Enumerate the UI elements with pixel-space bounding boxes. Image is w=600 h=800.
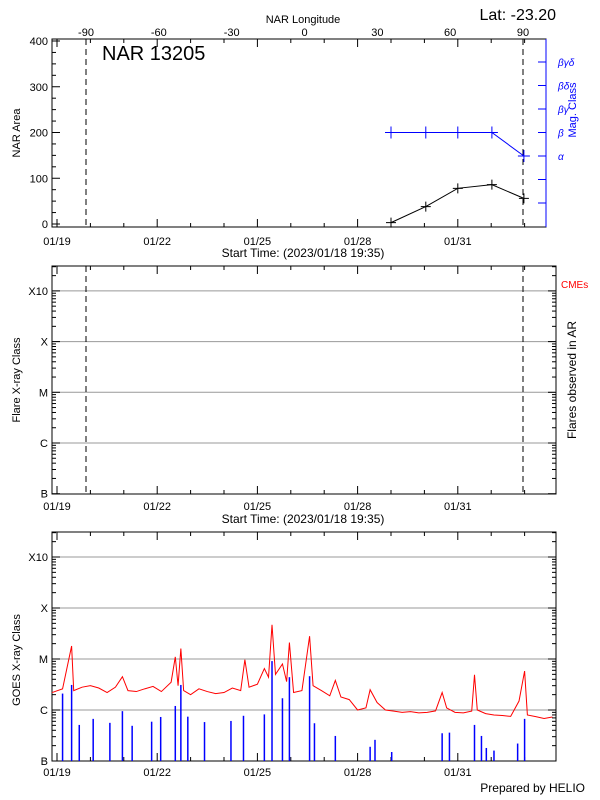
latitude-label: Lat: -23.20 xyxy=(480,7,557,24)
flare-ylabel: Flare X-ray Class xyxy=(11,337,23,422)
mag-class-point xyxy=(451,126,464,139)
y-tick-label: C xyxy=(40,705,48,717)
x-tick-label: 01/25 xyxy=(244,501,272,513)
y-tick-label: X xyxy=(41,603,49,615)
x-tick-label: 01/25 xyxy=(244,236,272,248)
area-point xyxy=(452,183,463,194)
x-tick-label: 01/22 xyxy=(143,236,171,248)
mag-class-point xyxy=(485,126,498,139)
longitude-tick-label: 30 xyxy=(371,27,383,39)
mag-class-point xyxy=(419,126,432,139)
longitude-tick-label: 90 xyxy=(517,27,529,39)
longitude-tick-label: 60 xyxy=(444,27,456,39)
x-tick-label: 01/25 xyxy=(244,767,272,779)
area-point xyxy=(420,201,431,212)
mag-class-point xyxy=(385,126,397,139)
x-tick-label: 01/28 xyxy=(344,501,372,513)
x-tick-label: 01/22 xyxy=(143,501,171,513)
longitude-tick-label: -90 xyxy=(78,27,94,39)
area-point xyxy=(518,193,529,204)
y-tick-label: 200 xyxy=(30,128,48,140)
y-tick-label: M xyxy=(39,654,48,666)
x-tick-label: 01/19 xyxy=(43,236,71,248)
longitude-tick-label: -60 xyxy=(151,27,167,39)
prepared-by-label: Prepared by HELIO xyxy=(480,781,585,795)
area-point xyxy=(386,217,396,228)
mag-class-tick-label: βδ xyxy=(557,82,570,93)
longitude-axis-label: NAR Longitude xyxy=(266,14,341,26)
mag-class-tick-label: β xyxy=(557,129,564,140)
y-tick-label: X10 xyxy=(28,552,48,564)
longitude-tick-label: 0 xyxy=(301,27,307,39)
y-tick-label: B xyxy=(41,756,48,768)
x-tick-label: 01/22 xyxy=(143,767,171,779)
y-tick-label: X10 xyxy=(28,286,48,298)
longitude-ticks: -90 -60 -30 0 30 60 90 xyxy=(78,27,529,39)
y-tick-label: 0 xyxy=(42,219,48,231)
flares-observed-label: Flares observed in AR xyxy=(565,321,579,439)
mag-class-tick-label: βγδ xyxy=(557,58,575,69)
area-ylabel: NAR Area xyxy=(11,108,23,158)
y-tick-label: M xyxy=(39,387,48,399)
x-tick-label: 01/28 xyxy=(344,767,372,779)
y-tick-label: 400 xyxy=(30,36,48,48)
x-tick-label: 01/19 xyxy=(43,501,71,513)
cme-label: CMEs xyxy=(561,280,588,291)
area-point xyxy=(486,179,497,190)
start-time-label: Start Time: (2023/01/18 19:35) xyxy=(222,246,385,260)
x-tick-label: 01/31 xyxy=(444,767,472,779)
area-panel-title: NAR 13205 xyxy=(102,43,205,65)
x-tick-label: 01/28 xyxy=(344,236,372,248)
goes-panel: 01/19 01/22 01/25 01/28 01/31 B C M X X10 xyxy=(28,532,556,779)
mag-class-point xyxy=(517,150,530,162)
y-tick-label: X xyxy=(41,337,49,349)
y-tick-label: 100 xyxy=(30,173,48,185)
mag-class-tick-label: α xyxy=(558,152,564,163)
flare-panel-frame xyxy=(51,265,557,495)
x-tick-label: 01/19 xyxy=(43,767,71,779)
goes-ylabel: GOES X-ray Class xyxy=(11,614,23,706)
area-panel: 01/19 01/22 01/25 01/28 01/31 0 100 200 300 400 βγ… xyxy=(30,36,575,248)
y-tick-label: 300 xyxy=(30,82,48,94)
mag-class-label: Mag. Class xyxy=(567,82,579,138)
flare-panel: 01/19 01/22 01/25 01/28 01/31 B C M X X10 xyxy=(28,266,556,513)
x-tick-label: 01/31 xyxy=(444,501,472,513)
goes-panel-frame xyxy=(51,531,557,762)
mag-class-tick-label: βγ xyxy=(557,105,570,116)
goes-long-channel-line xyxy=(51,624,553,720)
y-tick-label: C xyxy=(40,438,48,450)
longitude-tick-label: -30 xyxy=(224,27,240,39)
y-tick-label: B xyxy=(41,489,48,501)
start-time-label-2: Start Time: (2023/01/18 19:35) xyxy=(222,512,385,526)
x-tick-label: 01/31 xyxy=(444,236,472,248)
